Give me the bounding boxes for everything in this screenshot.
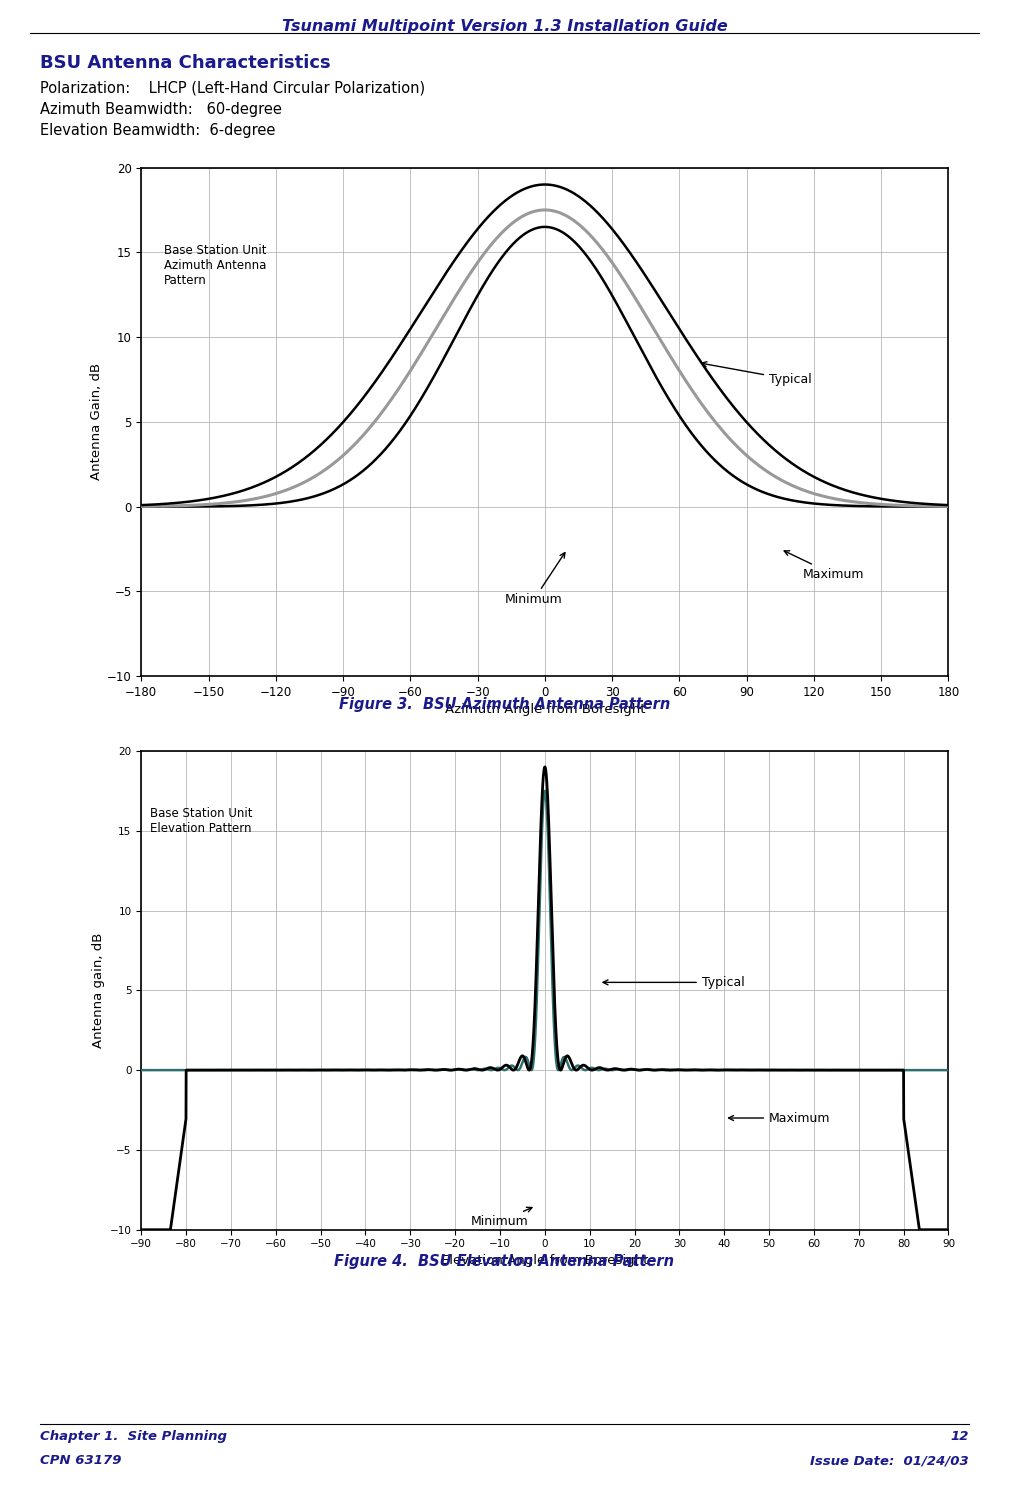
Text: Polarization:    LHCP (Left-Hand Circular Polarization): Polarization: LHCP (Left-Hand Circular P… xyxy=(40,81,426,96)
Text: Chapter 1.  Site Planning: Chapter 1. Site Planning xyxy=(40,1430,227,1444)
Text: Minimum: Minimum xyxy=(471,1207,532,1228)
Text: Tsunami Multipoint Version 1.3 Installation Guide: Tsunami Multipoint Version 1.3 Installat… xyxy=(282,19,727,34)
X-axis label: Azimuth Angle from Boresight: Azimuth Angle from Boresight xyxy=(445,703,645,717)
X-axis label: Elevation Angle from Boresight: Elevation Angle from Boresight xyxy=(441,1254,649,1267)
Text: CPN 63179: CPN 63179 xyxy=(40,1454,122,1468)
Text: Issue Date:  01/24/03: Issue Date: 01/24/03 xyxy=(810,1454,969,1468)
Text: Typical: Typical xyxy=(603,975,745,989)
Y-axis label: Antenna gain, dB: Antenna gain, dB xyxy=(93,932,106,1049)
Text: Maximum: Maximum xyxy=(784,551,865,580)
Text: Base Station Unit
Azimuth Antenna
Pattern: Base Station Unit Azimuth Antenna Patter… xyxy=(163,244,266,287)
Text: Minimum: Minimum xyxy=(504,552,565,606)
Text: Azimuth Beamwidth:   60-degree: Azimuth Beamwidth: 60-degree xyxy=(40,102,283,117)
Text: Figure 4.  BSU Elevation Antenna Pattern: Figure 4. BSU Elevation Antenna Pattern xyxy=(335,1254,674,1269)
Text: Typical: Typical xyxy=(701,362,812,386)
Text: BSU Antenna Characteristics: BSU Antenna Characteristics xyxy=(40,54,331,72)
Text: 12: 12 xyxy=(950,1430,969,1444)
Text: Figure 3.  BSU Azimuth Antenna Pattern: Figure 3. BSU Azimuth Antenna Pattern xyxy=(339,697,670,712)
Y-axis label: Antenna Gain, dB: Antenna Gain, dB xyxy=(90,364,103,480)
Text: Maximum: Maximum xyxy=(728,1112,830,1125)
Text: Elevation Beamwidth:  6-degree: Elevation Beamwidth: 6-degree xyxy=(40,123,275,138)
Text: Base Station Unit
Elevation Pattern: Base Station Unit Elevation Pattern xyxy=(150,806,252,835)
